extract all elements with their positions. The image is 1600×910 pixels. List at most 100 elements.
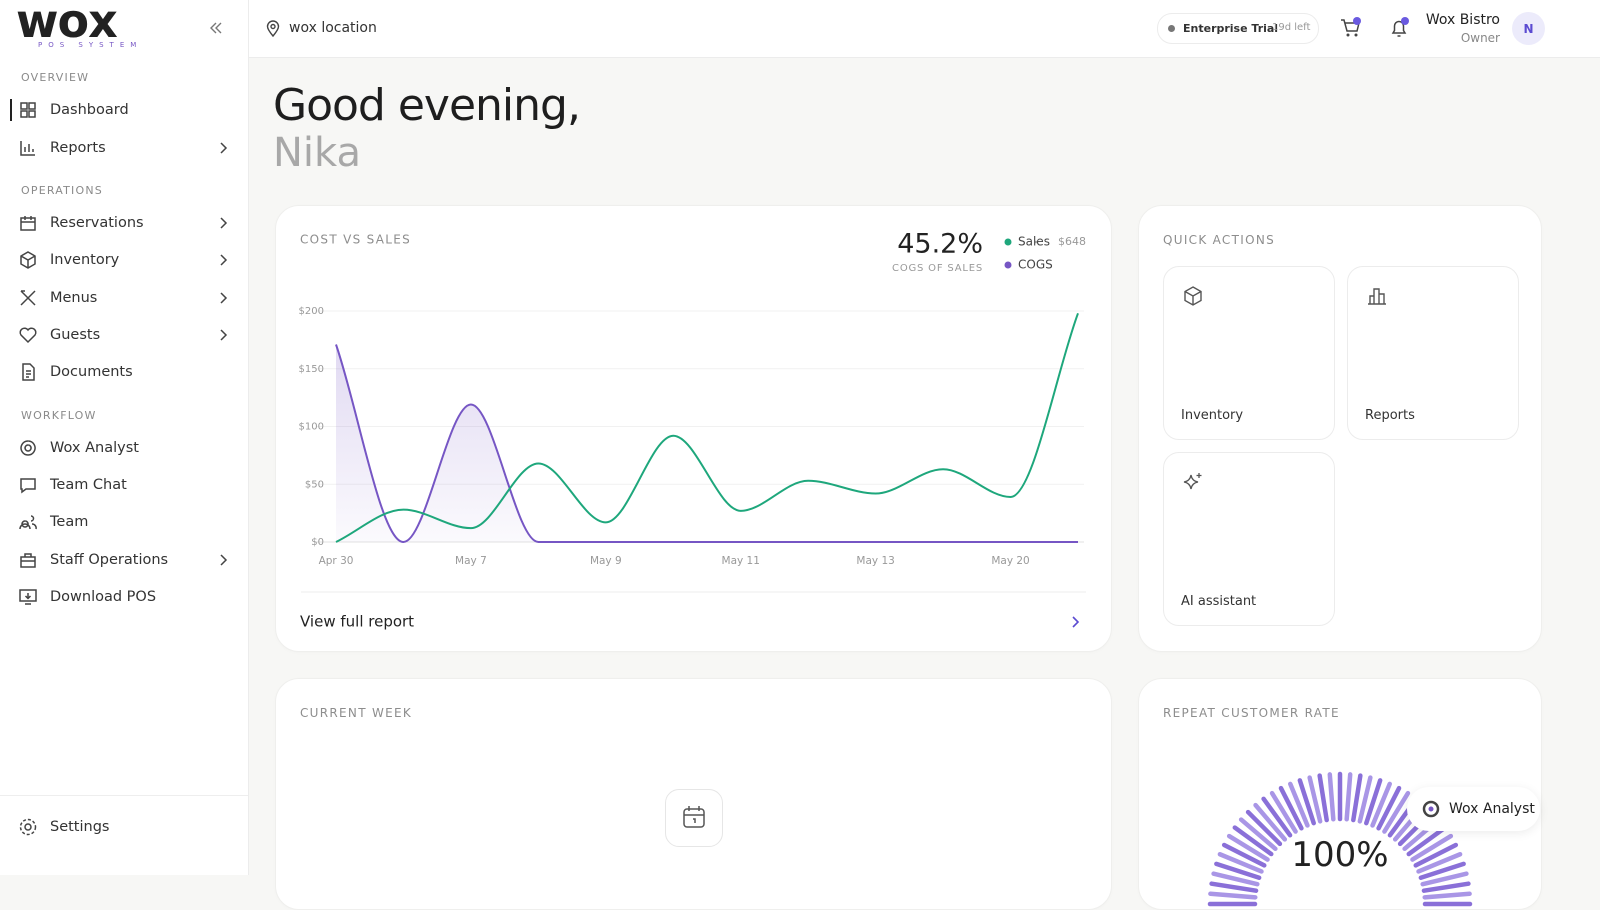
nav-item[interactable]: Download POS: [18, 582, 230, 612]
nav-item[interactable]: Team: [18, 507, 230, 537]
separator: [1034, 240, 1038, 244]
chevron: [220, 554, 228, 566]
card-title: COST VS SALES: [300, 233, 411, 247]
icon: [20, 141, 35, 156]
icon: [1422, 800, 1440, 818]
icon-path: [20, 478, 36, 494]
notifications-button[interactable]: [1388, 16, 1412, 40]
quick-action[interactable]: Inventory: [1163, 266, 1335, 440]
icon: [1368, 288, 1386, 305]
icon: [20, 290, 36, 306]
nav-item[interactable]: Dashboard: [18, 95, 230, 125]
chevron-path: [220, 254, 228, 266]
nav-item[interactable]: Wox Analyst: [18, 433, 230, 463]
nav-item[interactable]: Menus: [18, 283, 230, 313]
active-indicator: [10, 99, 12, 121]
gauge-ray: [1344, 772, 1353, 822]
icon: [20, 102, 36, 118]
gauge-ray: [1221, 842, 1267, 868]
greeting: Good evening,: [273, 80, 581, 131]
line: [335, 344, 1078, 544]
chevron-path: [220, 329, 228, 341]
gauge-ray: [1370, 781, 1392, 828]
line: [335, 312, 1079, 543]
icon: [19, 327, 37, 344]
icon: [20, 478, 36, 494]
chevron: [220, 142, 228, 154]
icon-path: [19, 589, 37, 605]
section-title: OPERATIONS: [21, 184, 103, 197]
gauge-ray: [1226, 833, 1270, 862]
divider: [0, 795, 248, 796]
gauge-ray: [1410, 833, 1454, 862]
nav-label: Staff Operations: [50, 552, 169, 568]
logo: wox: [16, 0, 118, 48]
nav-label: Inventory: [50, 252, 120, 268]
x-tick-label: May 7: [455, 555, 487, 567]
calendar-icon: [665, 789, 723, 847]
topbar: wox location Enterprise Trial 19d left W…: [249, 0, 1600, 58]
gauge-ray: [1208, 891, 1258, 900]
nav-item[interactable]: Guests: [18, 320, 230, 350]
gauge-ray: [1382, 790, 1411, 834]
card-title: CURRENT WEEK: [300, 706, 413, 720]
gauge-ray: [1288, 781, 1310, 828]
location[interactable]: wox location: [289, 20, 377, 36]
nav-item[interactable]: Documents: [18, 357, 230, 387]
chevron-path: [220, 217, 228, 229]
kpi: 45.2%: [897, 229, 983, 260]
quick-actions-card: QUICK ACTIONS Inventory Reports AI assis…: [1138, 205, 1542, 652]
gauge-ray: [1413, 842, 1459, 868]
nav-item[interactable]: Inventory: [18, 245, 230, 275]
nav-label: Settings: [50, 819, 110, 835]
link-chevron[interactable]: [1072, 616, 1080, 628]
gauge-ray: [1376, 785, 1402, 831]
avatar[interactable]: N: [1512, 12, 1545, 45]
card-title: QUICK ACTIONS: [1163, 233, 1276, 247]
gauge-ray: [1307, 775, 1323, 824]
nav-label: Reservations: [50, 215, 144, 231]
nav-item[interactable]: Settings: [18, 812, 230, 842]
nav-label: Documents: [50, 364, 133, 380]
assistant-button[interactable]: Wox Analyst: [1407, 787, 1540, 831]
gauge-ray: [1269, 790, 1298, 834]
nav-item[interactable]: Team Chat: [18, 470, 230, 500]
quick-action[interactable]: Reports: [1347, 266, 1519, 440]
gauge-ray: [1217, 852, 1264, 874]
gauge-value: 100%: [1291, 835, 1389, 875]
collapse-button[interactable]: [208, 20, 224, 36]
chevron: [220, 254, 228, 266]
gauge-ray: [1261, 796, 1293, 838]
business-name: Wox Bistro: [1425, 12, 1500, 28]
icon: [20, 553, 36, 568]
report-link[interactable]: View full report: [300, 613, 414, 631]
y-tick-label: $50: [305, 479, 324, 490]
gauge-ray: [1357, 775, 1373, 824]
sales-total: $648: [1058, 235, 1086, 248]
plan-pill[interactable]: Enterprise Trial 19d left: [1157, 13, 1319, 44]
sidebar: wox POS SYSTEM OVERVIEW Dashboard Reports O…: [0, 0, 249, 875]
kpi-label: COGS OF SALES: [892, 263, 983, 274]
location-icon: [266, 20, 280, 38]
nav-item[interactable]: Staff Operations: [18, 545, 230, 575]
nav-item[interactable]: Reports: [18, 133, 230, 163]
quick-action[interactable]: AI assistant: [1163, 452, 1335, 626]
area: [336, 344, 1078, 542]
quick-action-label: AI assistant: [1181, 594, 1257, 609]
x-tick-label: May 13: [856, 555, 894, 567]
chevron-path: [220, 292, 228, 304]
assistant-label: Wox Analyst: [1449, 801, 1535, 817]
gauge-ray: [1253, 802, 1288, 842]
section-title: OVERVIEW: [21, 71, 90, 84]
gauge-ray: [1297, 778, 1316, 826]
current-week-card: CURRENT WEEK: [275, 678, 1112, 910]
gauge-ray: [1406, 825, 1448, 857]
quick-action-label: Reports: [1365, 408, 1415, 423]
chevron-path: [220, 142, 228, 154]
cart-button[interactable]: [1339, 16, 1363, 40]
nav-label: Download POS: [50, 589, 157, 605]
icon-path: [20, 216, 36, 231]
nav-item[interactable]: Reservations: [18, 208, 230, 238]
icon-path: [20, 141, 35, 156]
nav-label: Menus: [50, 290, 98, 306]
